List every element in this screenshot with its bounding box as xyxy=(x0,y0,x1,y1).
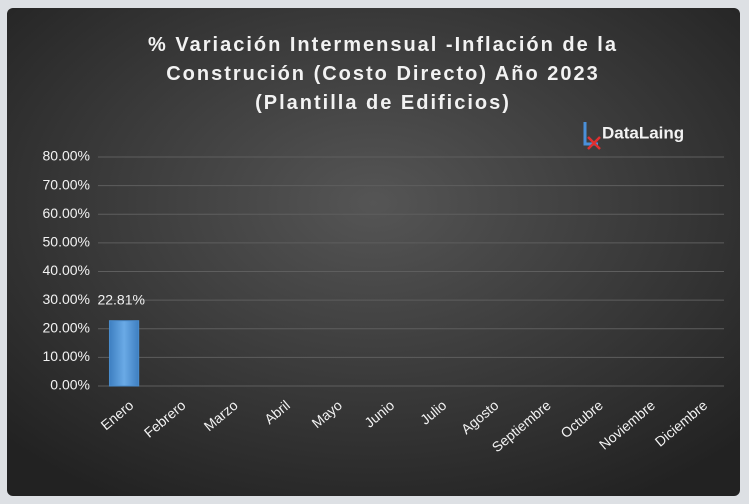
logo: DataLaing xyxy=(602,123,684,142)
y-tick-label: 30.00% xyxy=(43,291,90,307)
y-tick-label: 40.00% xyxy=(43,262,90,278)
y-tick-label: 70.00% xyxy=(43,176,90,192)
chart-title: % Variación Intermensual -Inflación de l… xyxy=(148,34,618,114)
bar xyxy=(108,320,140,387)
y-tick-label: 10.00% xyxy=(43,348,90,364)
y-tick-label: 0.00% xyxy=(50,377,90,393)
logo-mark xyxy=(583,122,601,150)
chart-background xyxy=(7,8,740,496)
y-tick-label: 80.00% xyxy=(43,148,90,164)
y-tick-label: 60.00% xyxy=(43,205,90,221)
y-tick-label: 20.00% xyxy=(43,319,90,335)
y-tick-label: 50.00% xyxy=(43,234,90,250)
data-label: 22.81% xyxy=(97,291,144,307)
